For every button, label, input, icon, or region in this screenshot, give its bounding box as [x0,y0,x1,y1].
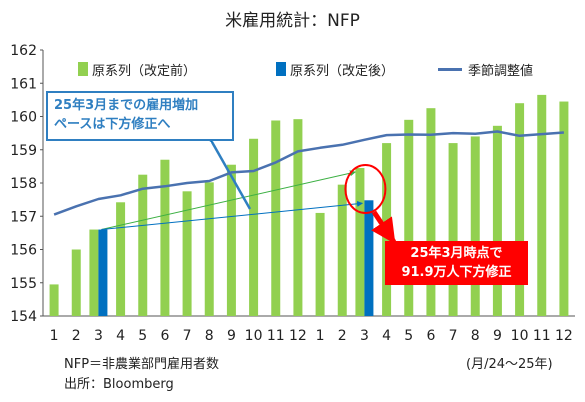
bar-revised [426,108,436,316]
bar-post-revision [98,229,108,316]
arrow-pre-revision [101,170,357,231]
bar-revised [49,284,59,316]
bar-series [49,94,569,317]
y-tick-label: 162 [10,43,37,59]
x-tick-label: 4 [382,328,391,344]
y-tick-label: 155 [10,276,37,292]
footnote-source: 出所：Bloomberg [64,377,174,392]
bar-post-revision [364,200,374,316]
bar-revised [204,182,214,316]
x-tick-label: 11 [533,328,551,344]
footnote-nfp: NFP＝非農業部門雇用者数 [64,357,220,372]
x-tick-label: 4 [116,328,125,344]
bar-revised [404,119,414,316]
bar-revised [116,202,126,316]
y-tick-label: 160 [10,110,37,126]
callout-downward-revision: 25年3月までの雇用増加 ペースは下方修正へ [46,91,234,141]
legend-swatch-line [438,67,462,71]
annotation-arrows [101,126,397,245]
x-tick-label: 2 [338,328,347,344]
x-tick-label: 3 [360,328,369,344]
legend-item-revised: 原系列（改定前） [78,60,197,79]
x-tick-label: 6 [426,328,435,344]
bar-revised [249,138,259,316]
legend-label-post: 原系列（改定後） [290,63,395,79]
x-tick-label: 5 [138,328,147,344]
red-arrow [371,210,397,245]
legend-item-sa: 季節調整値 [438,60,534,79]
seasonally-adjusted-line [53,130,565,216]
x-tick-label: 12 [555,328,573,344]
x-tick-label: 10 [245,328,263,344]
bar-revised [337,184,347,316]
x-tick-label: 8 [205,328,214,344]
x-tick-label: 9 [227,328,236,344]
x-tick-label: 11 [267,328,285,344]
legend-swatch-green [78,62,88,76]
legend-swatch-blue [276,62,286,76]
x-tick-label: 12 [289,328,307,344]
bar-revised [515,103,525,316]
x-tick-label: 7 [183,328,192,344]
footnote-period: (月/24～25年) [466,357,553,372]
bar-revised [271,120,281,317]
y-tick-label: 156 [10,243,37,259]
x-tick-label: 2 [72,328,81,344]
legend-label-sa: 季節調整値 [468,63,534,79]
x-tick-label: 5 [404,328,413,344]
y-tick-label: 154 [10,309,37,325]
callout-line-1: 25年3月までの雇用増加 [54,98,199,113]
arrow-post-revision [101,200,364,231]
bar-revised [448,143,458,316]
bar-revised [293,119,303,316]
bar-revised [89,229,99,316]
x-tick-label: 1 [316,328,325,344]
x-tick-label: 6 [160,328,169,344]
bar-revised [71,249,81,316]
chart-axes [40,49,575,317]
callout-line-2: ペースは下方修正へ [54,117,171,132]
bar-revised [537,94,547,316]
y-tick-label: 158 [10,176,37,192]
callout-red-line-1: 25年3月時点で [410,246,503,261]
sa-polyline [53,130,564,216]
bar-revised [182,191,192,316]
callout-revision-amount: 25年3月時点で 91.9万人下方修正 [385,241,528,285]
callout-pointer [198,126,252,210]
x-tick-label: 8 [471,328,480,344]
legend-label-revised: 原系列（改定前） [92,63,197,79]
x-tick-label: 1 [50,328,59,344]
chart-title: 米雇用統計：NFP [225,11,360,31]
bar-revised [492,125,502,316]
callout-red-line-2: 91.9万人下方修正 [401,265,512,280]
bar-revised [138,174,148,316]
bar-revised [315,212,325,316]
bar-revised [160,159,170,316]
y-tick-label: 157 [10,209,37,225]
y-tick-label: 161 [10,76,37,92]
bar-revised [226,164,236,316]
highlight-ellipse [344,164,387,214]
legend-item-post: 原系列（改定後） [276,60,395,79]
x-tick-label: 10 [511,328,529,344]
bar-revised [470,136,480,316]
bar-revised [559,101,569,316]
x-tick-label: 9 [493,328,502,344]
x-tick-label: 3 [94,328,103,344]
x-tick-label: 7 [449,328,458,344]
y-tick-label: 159 [10,143,37,159]
bar-revised [355,168,365,316]
